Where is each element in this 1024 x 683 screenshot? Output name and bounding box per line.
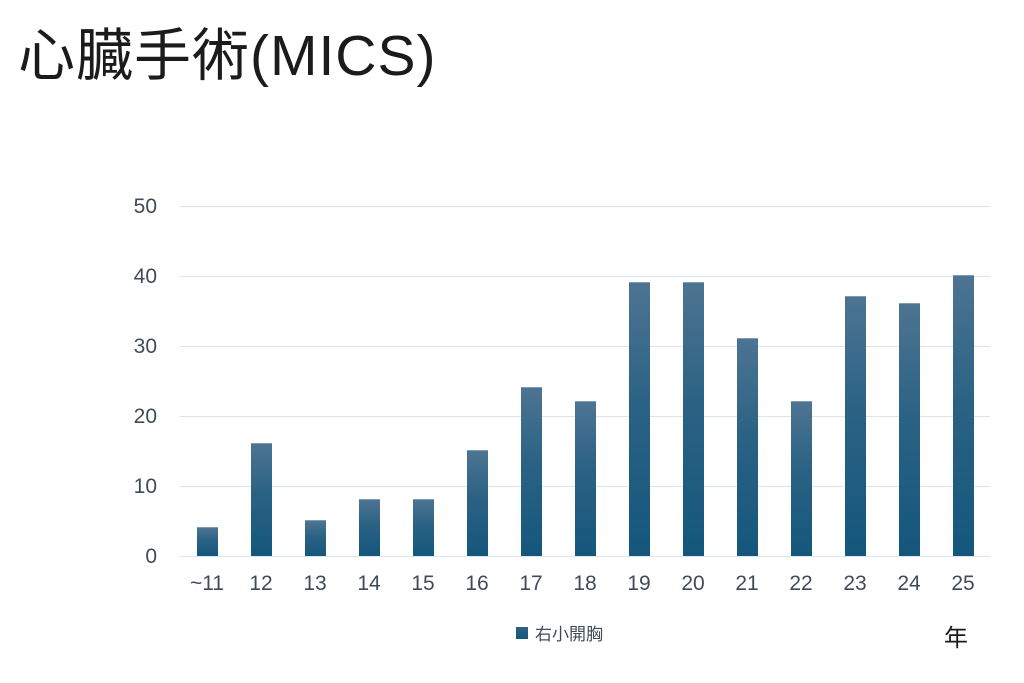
x-tick-label-14: 14 <box>357 572 381 595</box>
y-tick-label-0: 0 <box>145 545 157 568</box>
gridline-y30 <box>180 345 990 347</box>
legend-marker-icon <box>516 626 528 639</box>
x-tick-label-25: 25 <box>951 572 975 595</box>
y-tick-label-10: 10 <box>133 475 157 498</box>
y-tick-label-50: 50 <box>133 195 157 218</box>
x-axis-unit-label: 年 <box>944 625 968 652</box>
x-tick-label-15: 15 <box>411 572 435 595</box>
gridline-y40 <box>180 275 990 277</box>
x-tick-label-18: 18 <box>573 572 597 595</box>
x-tick-label-19: 19 <box>627 572 651 595</box>
bar-16 <box>466 450 488 556</box>
bar-14 <box>358 499 380 556</box>
chart-title: 心臓手術(MICS) <box>18 24 437 88</box>
y-tick-label-30: 30 <box>133 335 157 358</box>
x-tick-label-20: 20 <box>681 572 705 595</box>
bar-18 <box>574 401 596 556</box>
y-tick-label-20: 20 <box>133 405 157 428</box>
x-tick-label-24: 24 <box>897 572 921 595</box>
legend-label: 右小開胸 <box>535 625 603 644</box>
bar-25 <box>952 275 974 556</box>
x-tick-label-22: 22 <box>789 572 813 595</box>
bar-17 <box>520 387 542 556</box>
x-tick-label-~11: ~11 <box>189 572 225 595</box>
bar-23 <box>844 296 866 556</box>
x-tick-label-17: 17 <box>519 572 543 595</box>
x-tick-label-13: 13 <box>303 572 327 595</box>
bar-13 <box>304 520 326 556</box>
gridline-y0 <box>180 555 990 557</box>
y-tick-label-40: 40 <box>133 265 157 288</box>
x-tick-label-16: 16 <box>465 572 489 595</box>
x-tick-label-23: 23 <box>843 572 867 595</box>
bar-20 <box>682 282 704 556</box>
legend: 右小開胸 <box>516 620 603 645</box>
bar-22 <box>790 401 812 556</box>
bar-15 <box>412 499 434 556</box>
gridline-y50 <box>180 205 990 207</box>
bar-24 <box>898 303 920 556</box>
x-tick-label-12: 12 <box>249 572 273 595</box>
bar-12 <box>250 443 272 556</box>
plot-area <box>180 205 990 557</box>
bar-21 <box>736 338 758 556</box>
bar-19 <box>628 282 650 556</box>
bar-~11 <box>196 527 218 556</box>
x-tick-label-21: 21 <box>735 572 759 595</box>
